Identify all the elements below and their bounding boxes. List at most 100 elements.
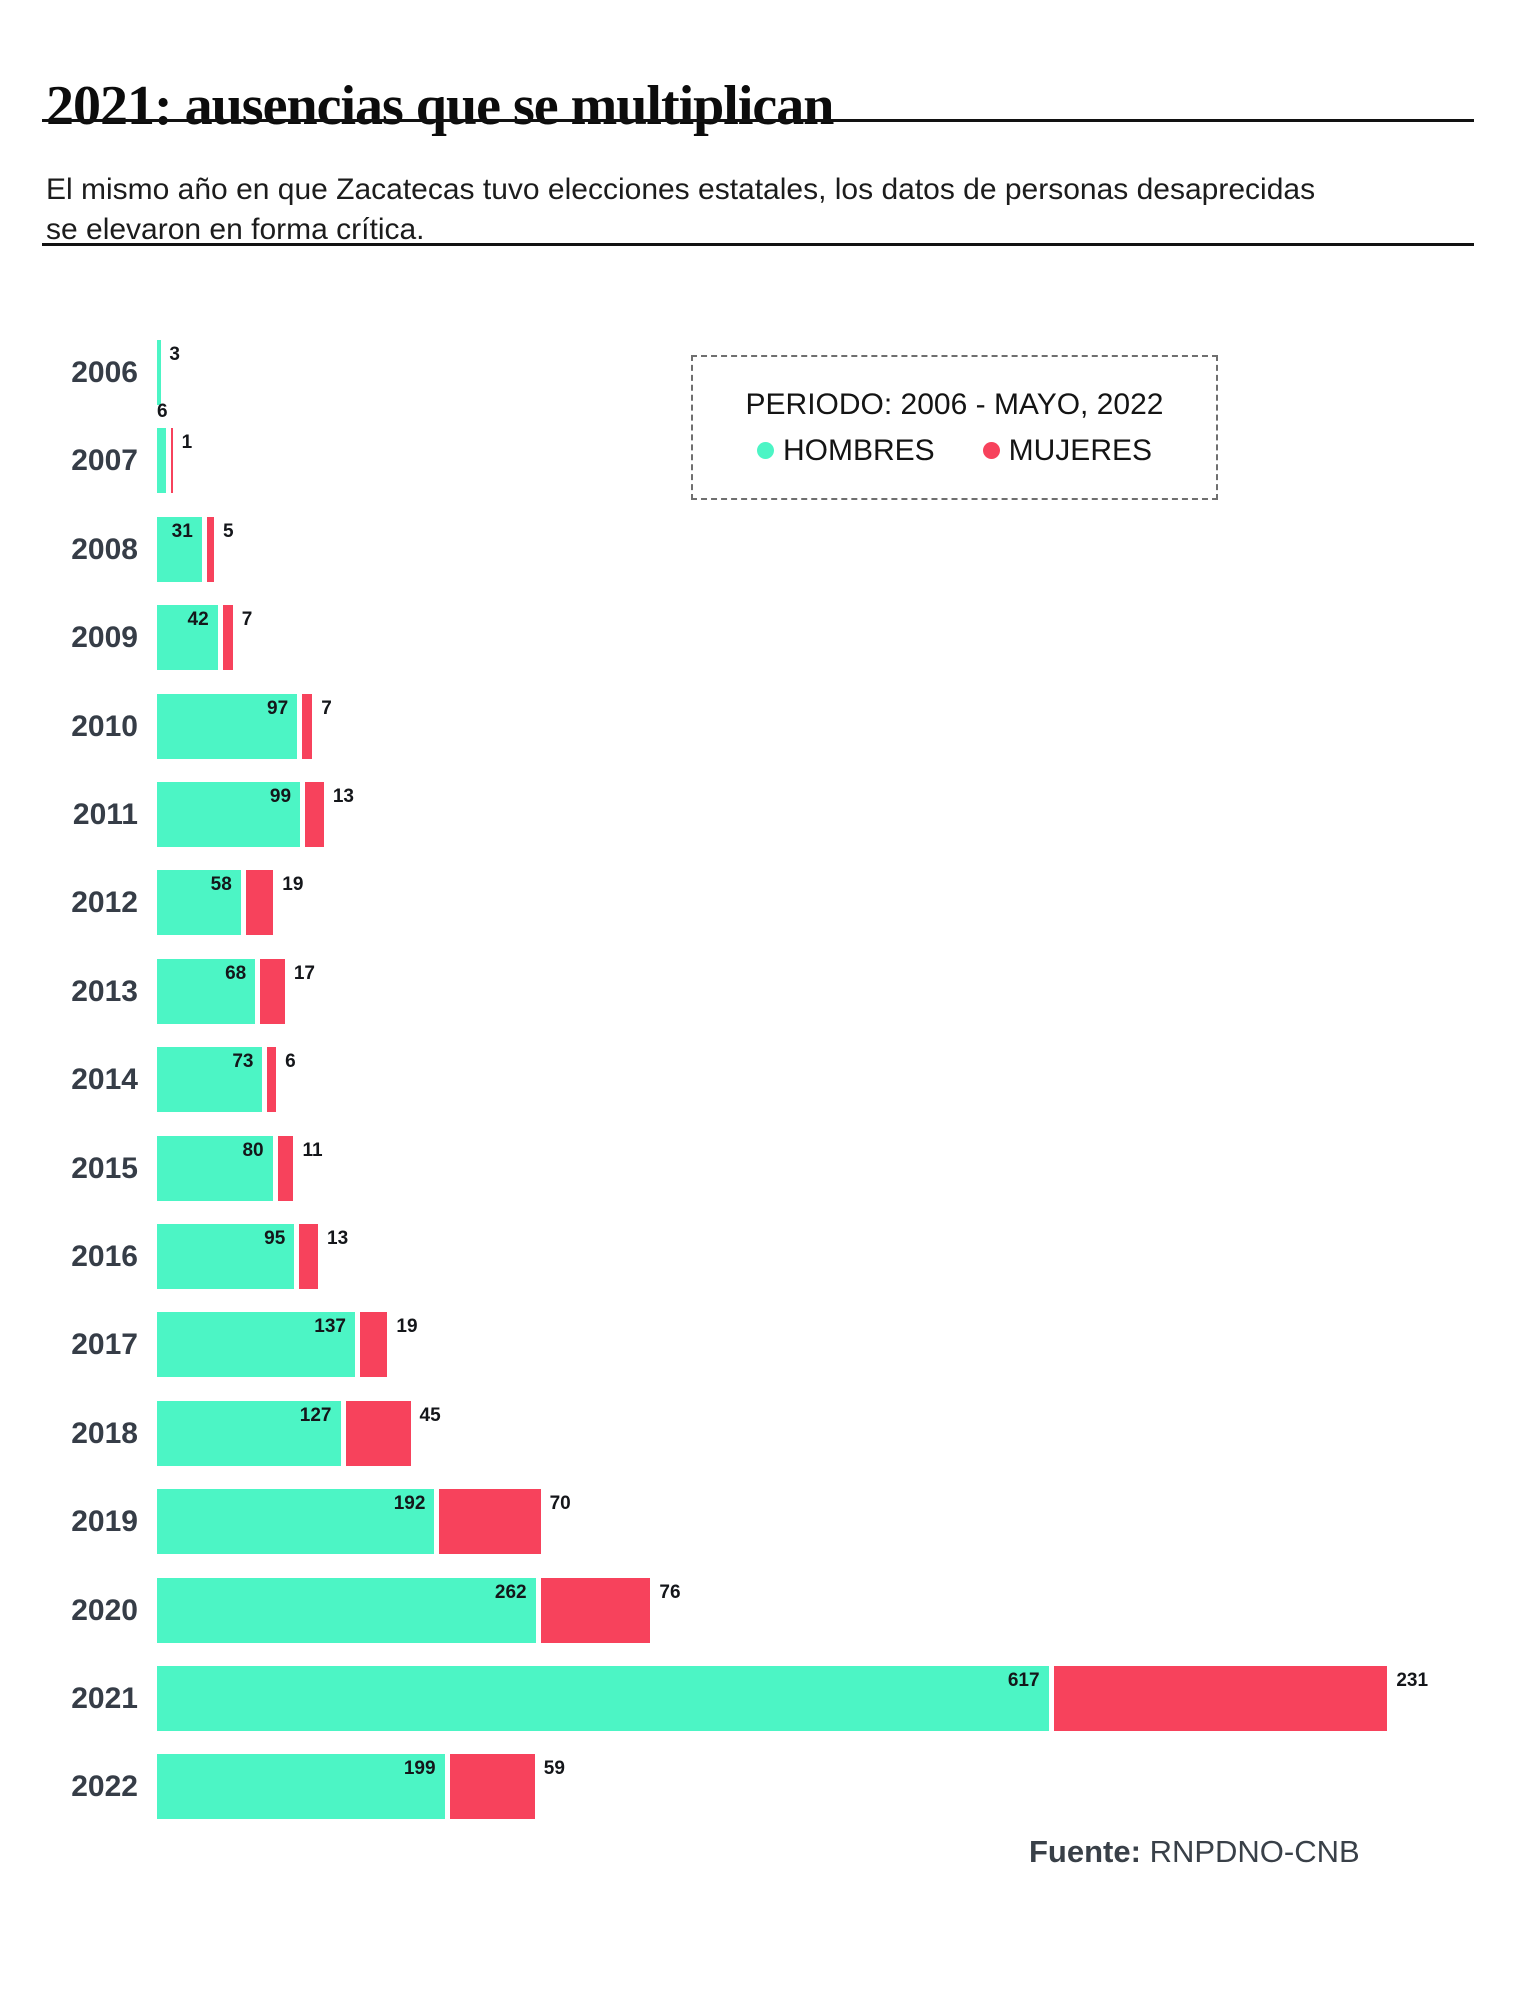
year-label: 2008 (71, 532, 138, 566)
chart-row-2017: 2017 137 19 (0, 1312, 1516, 1378)
hombres-value: 127 (299, 1404, 332, 1426)
mujeres-value: 7 (241, 609, 253, 631)
year-label: 2017 (71, 1328, 138, 1362)
chart-row-2020: 2020 262 76 (0, 1577, 1516, 1643)
hombres-value: 42 (187, 609, 209, 631)
hombres-value: 73 (232, 1051, 254, 1073)
divider-top (42, 119, 1474, 122)
year-label: 2021 (71, 1682, 138, 1715)
hombres-bar (157, 605, 218, 671)
hombres-bar (157, 958, 256, 1024)
mujeres-bar (449, 1754, 535, 1820)
year-label: 2018 (71, 1416, 138, 1450)
hombres-bar (157, 1754, 445, 1820)
page-title: 2021: ausencias que se multiplican (46, 74, 834, 137)
mujeres-value: 5 (223, 520, 234, 542)
mujeres-value: 70 (549, 1493, 571, 1515)
mujeres-value: 19 (282, 874, 304, 896)
year-label: 2006 (71, 356, 138, 389)
mujeres-bar (260, 958, 285, 1024)
year-label: 2015 (71, 1151, 138, 1185)
mujeres-bar (170, 428, 173, 494)
hombres-bar (157, 1135, 273, 1201)
source-note: Fuente: RNPDNO-CNB (1029, 1834, 1360, 1870)
chart-row-2022: 2022 199 59 (0, 1754, 1516, 1820)
year-label: 2016 (71, 1240, 138, 1273)
hombres-value: 617 (1007, 1670, 1040, 1691)
mujeres-bar (345, 1400, 411, 1466)
chart-row-2012: 2012 58 19 (0, 870, 1516, 936)
year-label: 2013 (71, 974, 138, 1008)
mujeres-value: 76 (659, 1581, 681, 1603)
hombres-bar (157, 782, 301, 847)
hombres-value: 31 (171, 520, 193, 542)
divider-bottom (42, 243, 1474, 246)
chart-row-2008: 2008 31 5 (0, 516, 1516, 582)
mujeres-bar (439, 1489, 541, 1555)
source-value: RNPDNO-CNB (1149, 1834, 1360, 1869)
mujeres-value: 19 (396, 1316, 418, 1338)
chart-row-2019: 2019 192 70 (0, 1489, 1516, 1555)
hombres-value: 192 (393, 1493, 426, 1515)
mujeres-value: 45 (419, 1404, 441, 1426)
year-label: 2010 (71, 709, 138, 743)
hombres-value: 80 (242, 1139, 264, 1161)
mujeres-value: 13 (332, 786, 354, 807)
hombres-bar (157, 516, 202, 582)
mujeres-bar (299, 1224, 319, 1289)
chart-row-2011: 2011 99 13 (0, 782, 1516, 847)
chart-legend: PERIODO: 2006 - MAYO, 2022 HOMBRES MUJER… (691, 355, 1218, 500)
mujeres-value: 1 (181, 432, 193, 454)
hombres-bar (157, 1577, 536, 1643)
hombres-bar (157, 1224, 295, 1289)
hombres-bar (157, 428, 166, 494)
hombres-value: 3 (169, 344, 180, 365)
hombres-value: 262 (494, 1581, 527, 1603)
hombres-bar (157, 1047, 263, 1113)
mujeres-value: 231 (1396, 1670, 1429, 1691)
year-label: 2011 (72, 798, 138, 831)
mujeres-bar (267, 1047, 277, 1113)
chart-row-2013: 2013 68 17 (0, 958, 1516, 1024)
mujeres-bar (1053, 1666, 1388, 1731)
hombres-value: 95 (264, 1228, 286, 1249)
year-label: 2014 (71, 1063, 138, 1097)
chart-row-2021: 2021 617 231 (0, 1666, 1516, 1731)
mujeres-value: 59 (543, 1758, 565, 1780)
chart-row-2007: 2007 6 1 (0, 401, 1516, 494)
hombres-bar (157, 693, 298, 759)
chart-row-2015: 2015 80 11 (0, 1135, 1516, 1201)
legend-item-mujeres: MUJERES (982, 433, 1153, 468)
legend-label-mujeres: MUJERES (1008, 433, 1153, 467)
mujeres-bar (302, 693, 313, 759)
hombres-bar (157, 870, 241, 936)
mujeres-value: 11 (302, 1139, 323, 1161)
legend-items: HOMBRES MUJERES (756, 433, 1153, 468)
year-label: 2022 (71, 1770, 138, 1804)
hombres-dot-icon (756, 442, 774, 459)
mujeres-bar (222, 605, 233, 671)
mujeres-bar (540, 1577, 651, 1643)
mujeres-value: 17 (293, 962, 315, 984)
year-label: 2020 (71, 1593, 138, 1627)
page-subtitle: El mismo año en que Zacatecas tuvo elecc… (46, 173, 1316, 246)
year-label: 2009 (71, 621, 138, 655)
legend-period-label: PERIODO: 2006 - MAYO, 2022 (745, 387, 1164, 421)
mujeres-dot-icon (982, 442, 1000, 459)
mujeres-value: 6 (285, 1051, 296, 1073)
hombres-bar (157, 1400, 341, 1466)
year-label: 2012 (71, 886, 138, 920)
hombres-value: 137 (314, 1316, 346, 1338)
year-label: 2019 (71, 1505, 138, 1539)
chart-row-2009: 2009 42 7 (0, 605, 1516, 671)
hombres-value: 199 (403, 1758, 436, 1780)
hombres-value: 58 (210, 874, 232, 896)
chart-row-2016: 2016 95 13 (0, 1224, 1516, 1289)
hombres-value: 68 (225, 962, 247, 984)
mujeres-value: 7 (321, 697, 332, 719)
mujeres-bar (305, 782, 324, 847)
mujeres-bar (277, 1135, 294, 1201)
mujeres-value: 13 (327, 1228, 349, 1249)
hombres-bar (157, 1666, 1049, 1731)
hombres-value: 99 (269, 786, 292, 807)
